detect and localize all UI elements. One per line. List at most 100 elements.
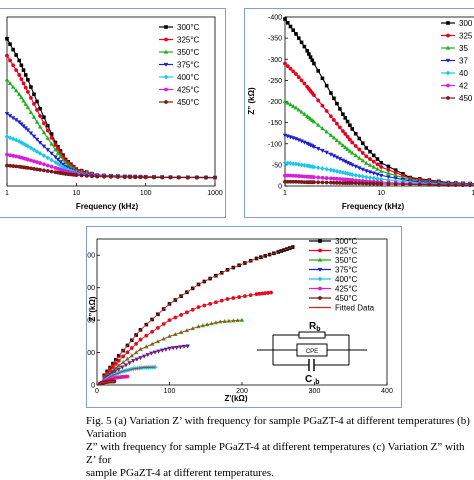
a-xtick-label-3: 1000 <box>207 190 223 197</box>
c-legend-label-6: 450°C <box>335 294 358 303</box>
a-legend-marker-0 <box>164 25 168 29</box>
a-series-1-point-1 <box>8 58 12 63</box>
b-series-3-point-30 <box>371 171 376 176</box>
b-series-5-point-13 <box>316 175 321 180</box>
b-series-2-point-5 <box>296 107 301 112</box>
a-series-1-point-12 <box>38 114 42 118</box>
b-series-3-point-29 <box>367 170 373 175</box>
b-series-0-point-7 <box>302 44 307 49</box>
b-series-3-point-22 <box>345 160 350 165</box>
b-series-2-point-20 <box>340 143 346 148</box>
a-series-4-point-4 <box>17 138 22 144</box>
a-series-2-point-4 <box>17 91 22 96</box>
a-series-0-point-2 <box>11 47 15 52</box>
b-series-5-point-19 <box>338 177 342 181</box>
b-series-1-point-19 <box>338 125 342 130</box>
b-series-1-point-33 <box>386 167 391 172</box>
b-series-6-point-6 <box>299 180 304 184</box>
b-series-0-point-23 <box>348 123 352 128</box>
b-series-1-point-31 <box>375 162 380 167</box>
b-series-0-point-22 <box>345 119 350 124</box>
a-series-6-point-26 <box>84 173 89 178</box>
a-series-4-point-9 <box>28 145 34 151</box>
a-series-3-point-2 <box>10 116 16 121</box>
b-series-0-point-12 <box>312 61 316 66</box>
b-series-1-point-6 <box>299 78 304 83</box>
b-series-4-point-26 <box>357 173 362 179</box>
a-series-1-point-16 <box>53 143 58 147</box>
b-series-1-point-21 <box>343 132 348 136</box>
b-series-1-point-15 <box>324 109 329 113</box>
a-legend-label-5: 425°C <box>177 86 200 95</box>
c-series-4-point-25 <box>152 364 158 370</box>
b-series-4-point-6 <box>299 162 304 168</box>
a-legend-label-1: 325°C <box>177 36 200 45</box>
b-series-6-point-27 <box>360 181 365 186</box>
b-series-0-point-8 <box>305 49 309 53</box>
a-series-6-point-27 <box>90 174 94 179</box>
b-series-0-point-17 <box>332 96 336 101</box>
b-series-2-point-18 <box>334 137 340 142</box>
a-series-0-point-17 <box>56 144 60 149</box>
a-series-3-point-10 <box>31 134 37 139</box>
c-fit-line-2 <box>103 319 243 379</box>
b-series-0-point-25 <box>353 131 358 136</box>
b-series-1-point-26 <box>357 147 362 152</box>
b-series-3-point-27 <box>360 167 365 172</box>
b-series-4-point-21 <box>343 170 348 176</box>
b-legend-marker-2 <box>445 45 451 50</box>
a-series-5-point-13 <box>42 162 46 167</box>
a-series-2-point-0 <box>4 77 10 82</box>
a-series-6-point-11 <box>35 167 39 172</box>
b-xtick-label-2: 100 <box>472 190 474 197</box>
chart-b-svg: 1 10 100 0 -50 -100 -150 -200 -250 -300 -350 -400 F… <box>247 15 474 211</box>
a-series-line-4 <box>6 135 216 179</box>
c-legend-marker-1 <box>318 248 322 253</box>
b-series-1-point-0 <box>283 61 287 66</box>
b-legend-marker-1 <box>446 33 450 38</box>
b-series-6-point-17 <box>331 180 336 185</box>
a-series-2-point-6 <box>21 98 26 103</box>
b-series-3-point-12 <box>311 145 317 150</box>
b-series-6-point-37 <box>417 182 422 187</box>
a-series-6-point-25 <box>79 173 84 178</box>
b-series-6-point-14 <box>320 180 325 185</box>
b-series-1-point-2 <box>288 66 293 71</box>
c-legend-label-fitted: Fitted Data <box>335 304 375 313</box>
a-series-6-point-1 <box>8 163 12 168</box>
a-series-5-point-1 <box>8 153 12 158</box>
a-series-5-point-12 <box>38 161 42 165</box>
b-series-1-point-7 <box>302 81 307 86</box>
b-series-3-point-26 <box>357 166 362 171</box>
a-series-1-point-15 <box>49 135 54 140</box>
a-series-1-point-2 <box>11 63 16 68</box>
b-series-3-point-15 <box>324 150 329 155</box>
caption-line-3: sample PGaZT-4 at different temperatures… <box>86 467 274 479</box>
b-series-1-point-29 <box>368 157 372 161</box>
a-series-2-point-5 <box>19 95 24 100</box>
a-series-6-point-41 <box>185 175 190 180</box>
a-series-6-point-38 <box>160 175 165 180</box>
b-series-2-point-7 <box>302 111 307 116</box>
a-series-3-point-16 <box>53 155 58 160</box>
b-series-2-point-29 <box>367 162 373 167</box>
c-legend-marker-4 <box>317 276 323 282</box>
a-series-4-point-13 <box>41 153 47 159</box>
a-series-2-point-14 <box>45 135 50 140</box>
b-series-2-point-15 <box>324 129 329 134</box>
a-series-0-point-6 <box>21 68 26 72</box>
b-legend-marker-4 <box>445 70 451 76</box>
b-legend-label-5: 42 <box>459 82 468 91</box>
b-series-6-point-41 <box>453 183 458 188</box>
a-xtick-label-1: 10 <box>72 190 80 197</box>
a-legend-marker-2 <box>163 49 169 54</box>
a-series-6-point-31 <box>115 175 120 179</box>
c-fit-line-3 <box>104 345 188 381</box>
a-series-5-point-14 <box>45 163 50 168</box>
b-series-6-point-40 <box>446 183 451 188</box>
a-series-6-point-10 <box>32 166 36 171</box>
b-series-2-point-3 <box>291 103 296 108</box>
c-ytick-label-0: 0 <box>91 383 95 390</box>
b-series-1-point-28 <box>364 154 369 159</box>
b-series-6-point-13 <box>316 180 321 185</box>
